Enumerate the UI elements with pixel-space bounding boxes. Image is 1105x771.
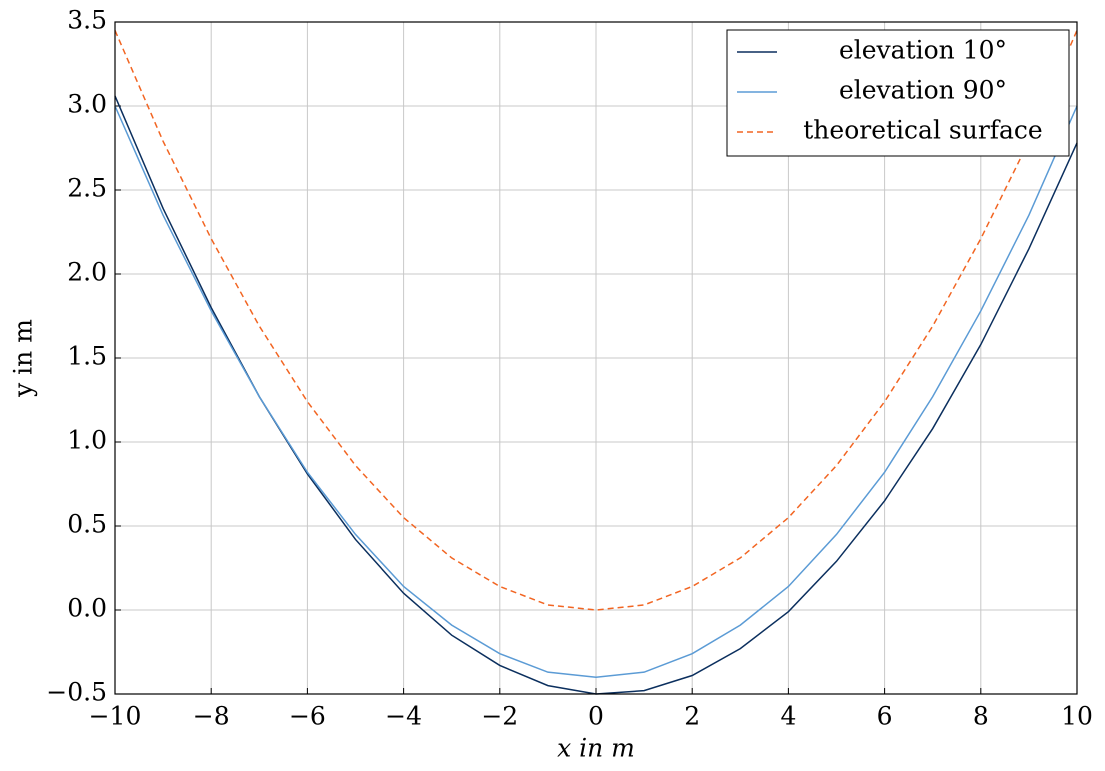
x-tick-label: −10 (89, 702, 142, 731)
legend-label: theoretical surface (803, 116, 1042, 145)
x-tick-label: 0 (588, 702, 604, 731)
x-tick-label: −8 (193, 702, 230, 731)
x-tick-label: 10 (1061, 702, 1093, 731)
x-tick-label: −2 (481, 702, 518, 731)
x-tick-label: −6 (289, 702, 326, 731)
y-tick-label: 1.0 (67, 426, 107, 455)
x-tick-label: 4 (780, 702, 796, 731)
legend-label: elevation 90° (839, 76, 1007, 105)
y-tick-label: 0.5 (67, 510, 107, 539)
x-tick-label: 2 (684, 702, 700, 731)
legend-label: elevation 10° (839, 36, 1007, 65)
y-tick-label: −0.5 (46, 678, 107, 707)
legend-box (726, 29, 1070, 157)
y-tick-label: 0.0 (67, 594, 107, 623)
y-tick-label: 1.5 (67, 342, 107, 371)
y-axis-label: y in m (9, 319, 38, 398)
y-tick-label: 2.5 (67, 174, 107, 203)
y-tick-label: 3.0 (67, 90, 107, 119)
plot-frame (114, 21, 1078, 695)
x-tick-label: −4 (385, 702, 422, 731)
series-line (114, 105, 1078, 678)
x-axis-label: x in m (557, 734, 635, 763)
x-tick-label: 6 (877, 702, 893, 731)
y-tick-label: 2.0 (67, 258, 107, 287)
x-tick-label: 8 (973, 702, 989, 731)
y-tick-label: 3.5 (67, 6, 107, 35)
